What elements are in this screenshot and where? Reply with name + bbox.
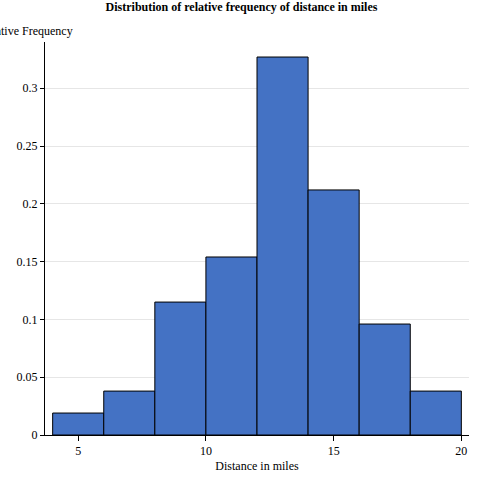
- svg-text:Distribution of relative frequ: Distribution of relative frequency of di…: [106, 0, 378, 14]
- svg-text:0: 0: [32, 428, 38, 442]
- svg-text:0.2: 0.2: [23, 197, 38, 211]
- svg-text:0.3: 0.3: [23, 81, 38, 95]
- svg-text:Relative Frequency: Relative Frequency: [0, 24, 73, 38]
- svg-text:20: 20: [455, 444, 467, 458]
- svg-text:Distance in miles: Distance in miles: [215, 459, 299, 473]
- svg-text:0.05: 0.05: [17, 370, 38, 384]
- svg-text:5: 5: [75, 444, 81, 458]
- svg-text:10: 10: [200, 444, 212, 458]
- svg-text:15: 15: [328, 444, 340, 458]
- svg-text:0.15: 0.15: [17, 255, 38, 269]
- svg-text:0.1: 0.1: [23, 313, 38, 327]
- svg-text:0.25: 0.25: [17, 139, 38, 153]
